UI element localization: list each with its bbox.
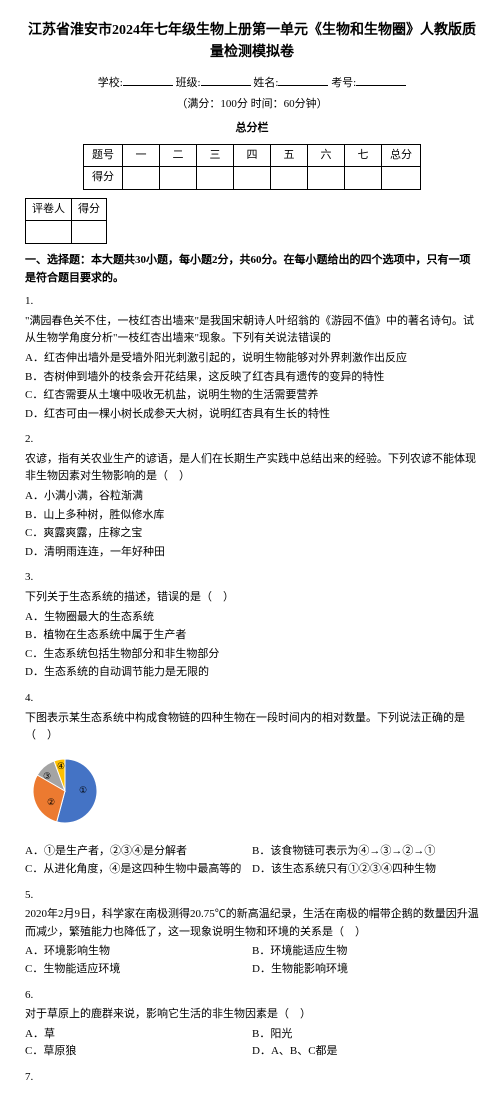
q6-options: A．草 B．阳光 C．草原狼 D．A、B、C都是 <box>25 1026 479 1061</box>
q6-opt-d: D．A、B、C都是 <box>252 1043 479 1061</box>
pie-chart: ① ② ③ ④ <box>25 751 479 838</box>
question-4: 4. 下图表示某生态系统中构成食物链的四种生物在一段时间内的相对数量。下列说法正… <box>25 690 479 879</box>
q2-num: 2. <box>25 431 479 449</box>
q5-stem: 2020年2月9日，科学家在南极测得20.75℃的新高温纪录，生活在南极的帽带企… <box>25 906 479 941</box>
q1-opt-c: C．红杏需要从土壤中吸收无机盐，说明生物的生活需要营养 <box>25 387 479 405</box>
q3-opt-b: B．植物在生态系统中属于生产者 <box>25 627 479 645</box>
q3-opt-d: D．生态系统的自动调节能力是无限的 <box>25 664 479 682</box>
examno-label: 考号: <box>331 77 356 89</box>
q2-opt-c: C．爽露爽露，庄稼之宝 <box>25 525 479 543</box>
q1-stem: "满园春色关不住，一枝红杏出墙来"是我国宋朝诗人叶绍翁的《游园不值》中的著名诗句… <box>25 313 479 348</box>
q1-opt-a: A．红杏伸出墙外是受墙外阳光刺激引起的，说明生物能够对外界刺激作出反应 <box>25 350 479 368</box>
q2-options: A．小满小满，谷粒渐满 B．山上多种树，胜似修水库 C．爽露爽露，庄稼之宝 D．… <box>25 488 479 561</box>
q5-opt-c: C．生物能适应环境 <box>25 961 252 979</box>
q3-num: 3. <box>25 569 479 587</box>
info-line: 学校: 班级: 姓名: 考号: <box>25 73 479 93</box>
q1-num: 1. <box>25 293 479 311</box>
q4-opt-c: C．从进化角度，④是这四种生物中最高等的 <box>25 861 252 879</box>
q2-opt-b: B．山上多种树，胜似修水库 <box>25 507 479 525</box>
q1-opt-b: B．杏树伸到墙外的枝条会开花结果，这反映了红杏具有遗传的变异的特性 <box>25 369 479 387</box>
cell <box>197 167 234 190</box>
class-label: 班级: <box>176 77 201 89</box>
grader-label: 评卷人 <box>26 198 72 221</box>
cell: 二 <box>160 144 197 167</box>
q5-opt-b: B．环境能适应生物 <box>252 943 479 961</box>
grader-table: 评卷人 得分 <box>25 198 107 244</box>
score-table: 题号 一 二 三 四 五 六 七 总分 得分 <box>83 144 421 190</box>
question-6: 6. 对于草原上的鹿群来说，影响它生活的非生物因素是（ ） A．草 B．阳光 C… <box>25 987 479 1061</box>
q6-opt-b: B．阳光 <box>252 1026 479 1044</box>
q1-opt-d: D．红杏可由一棵小树长成参天大树，说明红杏具有生长的特性 <box>25 406 479 424</box>
cell <box>345 167 382 190</box>
score-heading: 总分栏 <box>25 120 479 138</box>
cell <box>308 167 345 190</box>
q6-opt-a: A．草 <box>25 1026 252 1044</box>
pie-label-4: ④ <box>57 761 65 771</box>
question-5: 5. 2020年2月9日，科学家在南极测得20.75℃的新高温纪录，生活在南极的… <box>25 887 479 979</box>
score-row-values: 得分 <box>84 167 421 190</box>
cell <box>382 167 421 190</box>
page-title: 江苏省淮安市2024年七年级生物上册第一单元《生物和生物圈》人教版质量检测模拟卷 <box>25 20 479 65</box>
cell <box>271 167 308 190</box>
q3-stem: 下列关于生态系统的描述，错误的是（ ） <box>25 589 479 607</box>
q3-opt-a: A．生物圈最大的生态系统 <box>25 609 479 627</box>
cell: 一 <box>123 144 160 167</box>
q2-opt-a: A．小满小满，谷粒渐满 <box>25 488 479 506</box>
cell: 四 <box>234 144 271 167</box>
q3-options: A．生物圈最大的生态系统 B．植物在生态系统中属于生产者 C．生态系统包括生物部… <box>25 609 479 682</box>
name-blank <box>278 73 328 86</box>
full-score-note: （满分：100分 时间：60分钟） <box>25 96 479 114</box>
q4-num: 4. <box>25 690 479 708</box>
score-row-header: 题号 一 二 三 四 五 六 七 总分 <box>84 144 421 167</box>
cell <box>123 167 160 190</box>
question-3: 3. 下列关于生态系统的描述，错误的是（ ） A．生物圈最大的生态系统 B．植物… <box>25 569 479 682</box>
grader-blank <box>26 221 72 244</box>
school-label: 学校: <box>98 77 123 89</box>
q1-options: A．红杏伸出墙外是受墙外阳光刺激引起的，说明生物能够对外界刺激作出反应 B．杏树… <box>25 350 479 423</box>
cell: 三 <box>197 144 234 167</box>
q7-num: 7. <box>25 1069 479 1087</box>
section-1-heading: 一、选择题：本大题共30小题，每小题2分，共60分。在每小题给出的四个选项中，只… <box>25 252 479 287</box>
cell: 七 <box>345 144 382 167</box>
q5-num: 5. <box>25 887 479 905</box>
q5-options: A．环境影响生物 B．环境能适应生物 C．生物能适应环境 D．生物能影响环境 <box>25 943 479 978</box>
examno-blank <box>356 73 406 86</box>
school-blank <box>123 73 173 86</box>
cell: 五 <box>271 144 308 167</box>
q6-stem: 对于草原上的鹿群来说，影响它生活的非生物因素是（ ） <box>25 1006 479 1024</box>
pie-label-1: ① <box>79 785 87 795</box>
cell: 总分 <box>382 144 421 167</box>
question-1: 1. "满园春色关不住，一枝红杏出墙来"是我国宋朝诗人叶绍翁的《游园不值》中的著… <box>25 293 479 423</box>
q2-stem: 农谚，指有关农业生产的谚语，是人们在长期生产实践中总结出来的经验。下列农谚不能体… <box>25 451 479 486</box>
cell <box>234 167 271 190</box>
class-blank <box>201 73 251 86</box>
cell <box>160 167 197 190</box>
name-label: 姓名: <box>253 77 278 89</box>
pie-label-2: ② <box>47 797 55 807</box>
q6-num: 6. <box>25 987 479 1005</box>
q3-opt-c: C．生态系统包括生物部分和非生物部分 <box>25 646 479 664</box>
question-2: 2. 农谚，指有关农业生产的谚语，是人们在长期生产实践中总结出来的经验。下列农谚… <box>25 431 479 561</box>
cell: 六 <box>308 144 345 167</box>
q4-opt-d: D．该生态系统只有①②③④四种生物 <box>252 861 479 879</box>
q4-stem: 下图表示某生态系统中构成食物链的四种生物在一段时间内的相对数量。下列说法正确的是… <box>25 710 479 745</box>
q4-options: A．①是生产者，②③④是分解者 B．该食物链可表示为④→③→②→① C．从进化角… <box>25 843 479 878</box>
q4-opt-b: B．该食物链可表示为④→③→②→① <box>252 843 479 861</box>
q6-opt-c: C．草原狼 <box>25 1043 252 1061</box>
question-7: 7. <box>25 1069 479 1087</box>
cell: 题号 <box>84 144 123 167</box>
q5-opt-a: A．环境影响生物 <box>25 943 252 961</box>
q5-opt-d: D．生物能影响环境 <box>252 961 479 979</box>
pie-label-3: ③ <box>43 771 51 781</box>
score-label: 得分 <box>72 198 107 221</box>
cell: 得分 <box>84 167 123 190</box>
q2-opt-d: D．清明雨连连，一年好种田 <box>25 544 479 562</box>
score-blank <box>72 221 107 244</box>
q4-opt-a: A．①是生产者，②③④是分解者 <box>25 843 252 861</box>
